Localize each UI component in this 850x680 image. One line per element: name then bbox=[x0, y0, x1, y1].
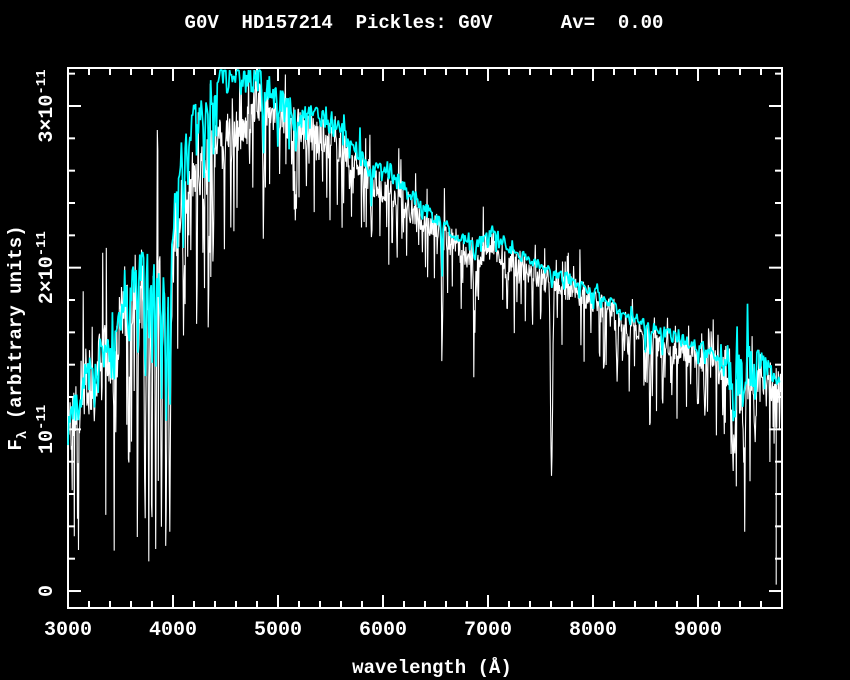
axis-tick-labels: 3000 4000 5000 6000 7000 8000 9000 0 10-11 2×10-1… bbox=[34, 69, 722, 642]
x-tick-label: 6000 bbox=[359, 619, 407, 642]
spectra-lines bbox=[67, 69, 783, 585]
x-tick-label: 3000 bbox=[44, 619, 92, 642]
y-tick-label: 0 bbox=[36, 585, 59, 597]
y-tick-label: 3×10-11 bbox=[34, 69, 59, 142]
x-axis-title: wavelength (Å) bbox=[352, 657, 512, 679]
y-axis-title: Fλ (arbitrary units) bbox=[5, 225, 31, 450]
x-tick-label: 5000 bbox=[254, 619, 302, 642]
observed-spectrum-line bbox=[67, 70, 783, 585]
x-tick-label: 9000 bbox=[674, 619, 722, 642]
y-tick-label: 2×10-11 bbox=[34, 231, 59, 304]
plot-title: G0V HD157214 Pickles: G0V Av= 0.00 bbox=[185, 12, 664, 34]
y-axis-title-group: Fλ (arbitrary units) bbox=[5, 225, 31, 450]
pickles-template-line bbox=[67, 69, 781, 446]
x-tick-label: 8000 bbox=[569, 619, 617, 642]
x-tick-label: 7000 bbox=[464, 619, 512, 642]
plot-axes bbox=[67, 67, 783, 609]
y-tick-label: 10-11 bbox=[34, 405, 59, 454]
x-tick-label: 4000 bbox=[149, 619, 197, 642]
